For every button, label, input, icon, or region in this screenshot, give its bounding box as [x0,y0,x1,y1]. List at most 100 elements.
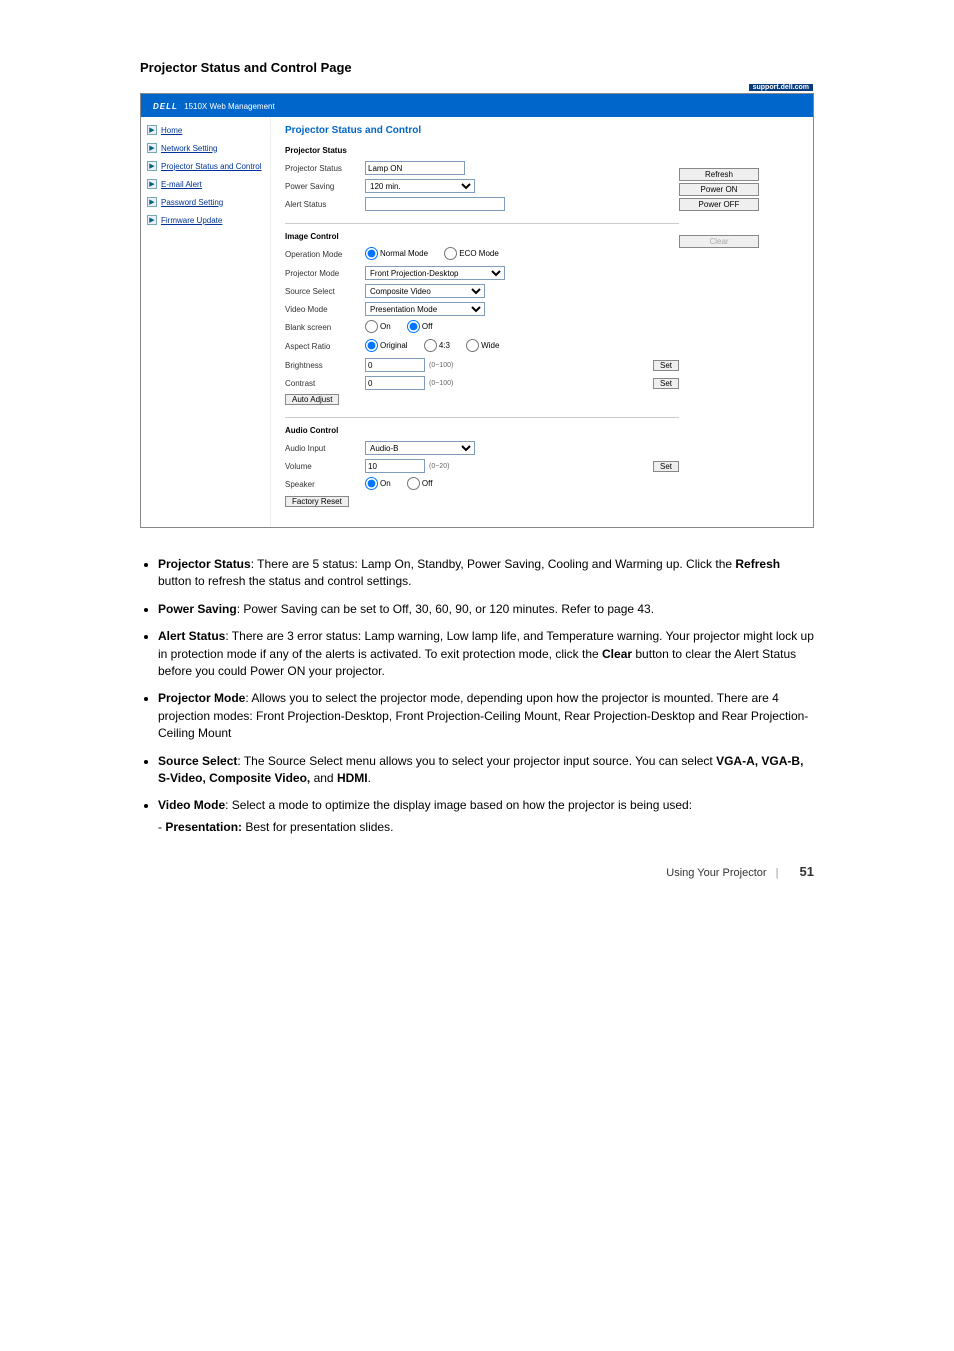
radio-label: Off [422,322,433,331]
arrow-icon: ▶ [147,215,157,225]
radio-input[interactable] [365,320,378,333]
bullet-tail: button to refresh the status and control… [158,574,411,588]
contrast-label: Contrast [285,379,365,388]
bullet-tail: and [310,771,337,785]
sidebar-item-password[interactable]: ▶ Password Setting [147,197,264,207]
radio-input[interactable] [365,477,378,490]
arrow-icon: ▶ [147,197,157,207]
audio-control-section: Audio Control Audio Input Audio-B Volume… [285,426,679,507]
bullet-tail: . [368,771,371,785]
power-off-button[interactable]: Power OFF [679,198,759,211]
blank-off[interactable]: Off [407,320,433,333]
page-footer: Using Your Projector | 51 [140,864,814,879]
bullet-text: : The Source Select menu allows you to s… [237,754,716,768]
image-control-section: Image Control Operation Mode Normal Mode… [285,232,679,405]
content-panel: Projector Status and Control Projector S… [271,117,813,527]
operation-mode-label: Operation Mode [285,250,365,259]
radio-input[interactable] [407,320,420,333]
blank-on[interactable]: On [365,320,391,333]
factory-reset-button[interactable]: Factory Reset [285,496,349,507]
bullet-lead: Video Mode [158,798,225,812]
bullet-inline-bold: Refresh [735,557,780,571]
sidebar-item-home[interactable]: ▶ Home [147,125,264,135]
bullet-lead: Projector Status [158,557,251,571]
contrast-input[interactable] [365,376,425,390]
volume-set-button[interactable]: Set [653,461,679,472]
bullet-lead: Alert Status [158,629,225,643]
projector-status-field [365,161,465,175]
contrast-range: (0~100) [429,380,453,387]
support-link[interactable]: support.dell.com [749,84,813,91]
alert-status-field [365,197,505,211]
aspect-43[interactable]: 4:3 [424,339,450,352]
sidebar-item-label: Network Setting [161,144,217,153]
projector-status-label: Projector Status [285,164,365,173]
sidebar-item-label: Home [161,126,182,135]
speaker-radios: On Off [365,477,446,492]
radio-input[interactable] [424,339,437,352]
app-titlebar: support.dell.com DELL 1510X Web Manageme… [141,94,813,117]
list-item: Video Mode: Select a mode to optimize th… [158,797,814,836]
alert-status-label: Alert Status [285,200,365,209]
radio-input[interactable] [365,339,378,352]
projector-status-section: Projector Status Projector Status Power … [285,146,679,211]
volume-input[interactable] [365,459,425,473]
app-screenshot: support.dell.com DELL 1510X Web Manageme… [140,93,814,528]
brightness-input[interactable] [365,358,425,372]
source-select[interactable]: Composite Video [365,284,485,298]
operation-mode-radios: Normal Mode ECO Mode [365,247,513,262]
radio-input[interactable] [365,247,378,260]
audio-input-select[interactable]: Audio-B [365,441,475,455]
video-mode-select[interactable]: Presentation Mode [365,302,485,316]
list-item: Projector Mode: Allows you to select the… [158,690,814,742]
contrast-set-button[interactable]: Set [653,378,679,389]
brightness-set-button[interactable]: Set [653,360,679,371]
radio-input[interactable] [466,339,479,352]
sidebar-item-status[interactable]: ▶ Projector Status and Control [147,161,264,171]
power-on-button[interactable]: Power ON [679,183,759,196]
page-heading: Projector Status and Control Page [140,60,814,75]
aspect-original[interactable]: Original [365,339,408,352]
sidebar-item-firmware[interactable]: ▶ Firmware Update [147,215,264,225]
projector-mode-label: Projector Mode [285,269,365,278]
arrow-icon: ▶ [147,179,157,189]
operation-mode-normal[interactable]: Normal Mode [365,247,428,260]
bullet-text: : Select a mode to optimize the display … [225,798,692,812]
clear-button[interactable]: Clear [679,235,759,248]
description-list: Projector Status: There are 5 status: La… [158,556,814,836]
page-number: 51 [800,864,814,879]
projector-mode-select[interactable]: Front Projection-Desktop [365,266,505,280]
radio-input[interactable] [407,477,420,490]
sidebar-item-email[interactable]: ▶ E-mail Alert [147,179,264,189]
power-saving-select[interactable]: 120 min. [365,179,475,193]
radio-label: ECO Mode [459,249,499,258]
aspect-wide[interactable]: Wide [466,339,499,352]
arrow-icon: ▶ [147,143,157,153]
bullet-text: : There are 5 status: Lamp On, Standby, … [251,557,736,571]
operation-mode-eco[interactable]: ECO Mode [444,247,499,260]
bullet-text: : Power Saving can be set to Off, 30, 60… [237,602,654,616]
source-select-label: Source Select [285,287,365,296]
brightness-label: Brightness [285,361,365,370]
volume-label: Volume [285,462,365,471]
bullet-lead: Power Saving [158,602,237,616]
aspect-ratio-label: Aspect Ratio [285,342,365,351]
power-saving-label: Power Saving [285,182,365,191]
brand-logo: DELL [153,102,178,111]
speaker-on[interactable]: On [365,477,391,490]
bullet-text: : Allows you to select the projector mod… [158,691,808,740]
radio-input[interactable] [444,247,457,260]
sidebar-item-label: Firmware Update [161,216,222,225]
radio-label: 4:3 [439,341,450,350]
auto-adjust-button[interactable]: Auto Adjust [285,394,339,405]
sidebar-item-network[interactable]: ▶ Network Setting [147,143,264,153]
refresh-button[interactable]: Refresh [679,168,759,181]
sub-lead: Presentation: [165,820,242,834]
aspect-ratio-radios: Original 4:3 Wide [365,339,513,354]
radio-label: Normal Mode [380,249,428,258]
list-item: Source Select: The Source Select menu al… [158,753,814,788]
speaker-off[interactable]: Off [407,477,433,490]
speaker-label: Speaker [285,480,365,489]
bullet-smallcaps: HDMI [337,771,368,785]
sidebar-item-label: Password Setting [161,198,223,207]
